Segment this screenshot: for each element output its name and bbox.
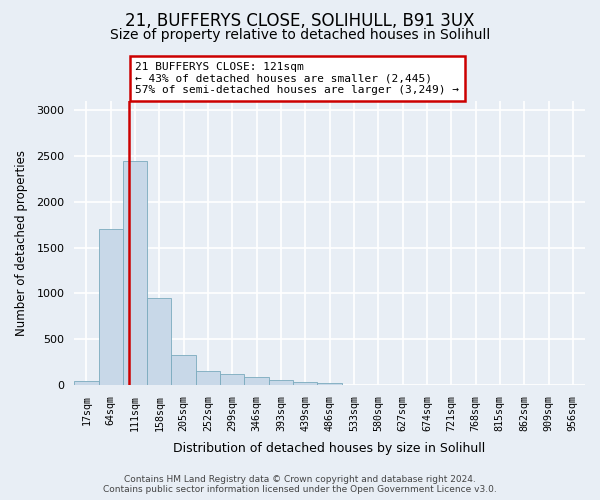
Text: 21, BUFFERYS CLOSE, SOLIHULL, B91 3UX: 21, BUFFERYS CLOSE, SOLIHULL, B91 3UX — [125, 12, 475, 30]
Text: Contains HM Land Registry data © Crown copyright and database right 2024.
Contai: Contains HM Land Registry data © Crown c… — [103, 474, 497, 494]
X-axis label: Distribution of detached houses by size in Solihull: Distribution of detached houses by size … — [173, 442, 486, 455]
Bar — [220, 374, 244, 385]
Bar — [123, 160, 147, 385]
Bar — [196, 371, 220, 385]
Bar — [293, 382, 317, 385]
Bar — [74, 382, 98, 385]
Text: Size of property relative to detached houses in Solihull: Size of property relative to detached ho… — [110, 28, 490, 42]
Bar — [244, 377, 269, 385]
Bar — [147, 298, 172, 385]
Bar — [98, 230, 123, 385]
Bar — [269, 380, 293, 385]
Text: 21 BUFFERYS CLOSE: 121sqm
← 43% of detached houses are smaller (2,445)
57% of se: 21 BUFFERYS CLOSE: 121sqm ← 43% of detac… — [136, 62, 460, 95]
Y-axis label: Number of detached properties: Number of detached properties — [15, 150, 28, 336]
Bar — [172, 355, 196, 385]
Bar — [317, 384, 342, 385]
